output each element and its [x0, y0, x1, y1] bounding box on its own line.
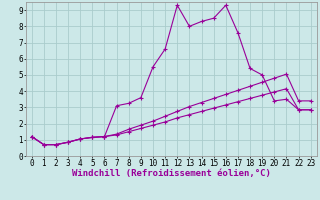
- X-axis label: Windchill (Refroidissement éolien,°C): Windchill (Refroidissement éolien,°C): [72, 169, 271, 178]
